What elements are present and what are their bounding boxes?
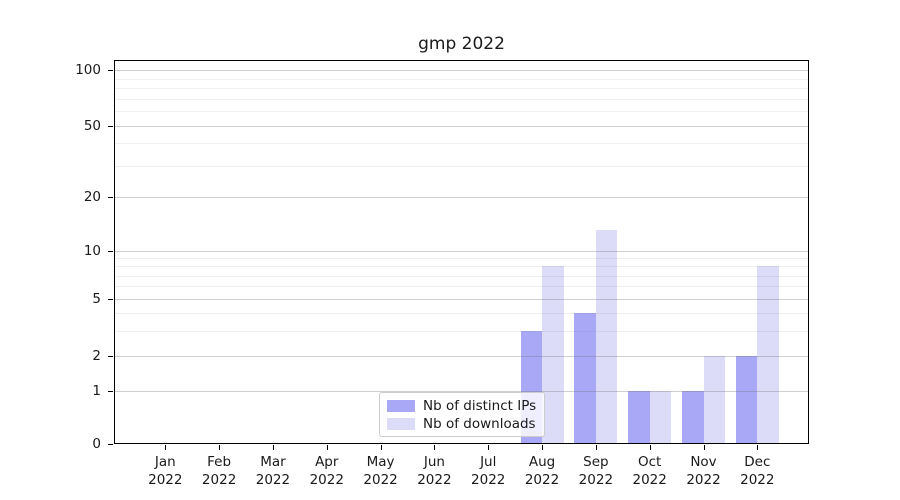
y-tick-label: 0 (92, 436, 101, 452)
y-tick-label: 2 (92, 348, 101, 365)
bar-distinct-ips-oct (628, 391, 650, 444)
gridline-minor (115, 275, 808, 277)
x-tick-label: Oct 2022 (632, 454, 667, 488)
x-tick-mark (757, 445, 759, 450)
y-tick-mark (108, 356, 113, 358)
x-tick-mark (326, 445, 328, 450)
gridline-minor (115, 143, 808, 145)
x-tick-label: Jul 2022 (471, 454, 506, 488)
x-tick-label: Sep 2022 (578, 454, 614, 488)
bar-downloads-sep (595, 230, 618, 444)
bar-downloads-aug (542, 266, 564, 444)
gridline-major (115, 126, 808, 128)
x-tick-label: Feb 2022 (201, 454, 237, 488)
x-tick-label: Apr 2022 (309, 454, 344, 488)
x-tick-mark (219, 445, 221, 450)
x-tick-mark (380, 445, 382, 450)
y-tick-mark (108, 69, 113, 71)
x-tick-mark (542, 445, 544, 450)
x-tick-label: Aug 2022 (524, 454, 560, 488)
y-tick-label: 20 (83, 189, 101, 206)
x-tick-mark (434, 445, 436, 450)
legend-swatch-distinct-ips (387, 399, 415, 412)
bar-distinct-ips-nov (682, 391, 704, 444)
legend: Nb of distinct IPs Nb of downloads (379, 392, 545, 437)
gridline-minor (115, 258, 808, 260)
bar-downloads-nov (703, 356, 725, 444)
y-tick-label: 50 (83, 118, 101, 135)
x-tick-label: Nov 2022 (686, 454, 721, 488)
gridline-minor (115, 165, 808, 167)
gridline-minor (115, 88, 808, 90)
x-tick-label: Jan 2022 (148, 454, 183, 488)
y-tick-label: 5 (92, 290, 101, 307)
gridline-major (115, 356, 808, 358)
y-tick-label: 100 (75, 61, 101, 78)
x-tick-label: Jun 2022 (417, 454, 452, 488)
chart-title: gmp 2022 (418, 34, 505, 54)
y-tick-label: 1 (92, 383, 101, 399)
x-tick-mark (649, 445, 651, 450)
x-tick-label: Mar 2022 (255, 454, 291, 488)
y-tick-mark (108, 197, 113, 199)
legend-item-distinct-ips: Nb of distinct IPs (387, 397, 537, 414)
gridline-minor (115, 78, 808, 80)
x-tick-mark (165, 445, 167, 450)
x-tick-label: May 2022 (363, 454, 398, 488)
bar-downloads-oct (649, 391, 672, 444)
gridline-minor (115, 266, 808, 268)
y-tick-mark (108, 126, 113, 128)
gridline-minor (115, 312, 808, 314)
gridline-minor (115, 286, 808, 288)
y-tick-mark (108, 250, 113, 252)
x-tick-mark (595, 445, 597, 450)
legend-item-downloads: Nb of downloads (387, 415, 536, 432)
y-tick-mark (108, 298, 113, 300)
y-tick-mark (108, 391, 113, 392)
legend-swatch-downloads (387, 417, 415, 430)
x-tick-label: Dec 2022 (740, 454, 775, 488)
x-tick-mark (272, 445, 274, 450)
gridline-minor (115, 111, 808, 113)
bar-distinct-ips-dec (735, 356, 758, 444)
legend-label-downloads: Nb of downloads (423, 415, 536, 432)
gridline-minor (115, 330, 808, 332)
plot-border (114, 60, 809, 444)
legend-label-distinct-ips: Nb of distinct IPs (423, 397, 537, 414)
x-tick-mark (703, 445, 705, 450)
gridline-minor (115, 98, 808, 100)
gridline-major (115, 69, 808, 71)
bar-distinct-ips-sep (574, 312, 596, 444)
bar-downloads-dec (757, 266, 779, 444)
gridline-major (115, 298, 808, 300)
gridline-major (115, 197, 808, 199)
y-tick-mark (108, 444, 113, 445)
gridline-major (115, 250, 808, 252)
x-tick-mark (488, 445, 490, 450)
y-tick-label: 10 (83, 242, 101, 259)
